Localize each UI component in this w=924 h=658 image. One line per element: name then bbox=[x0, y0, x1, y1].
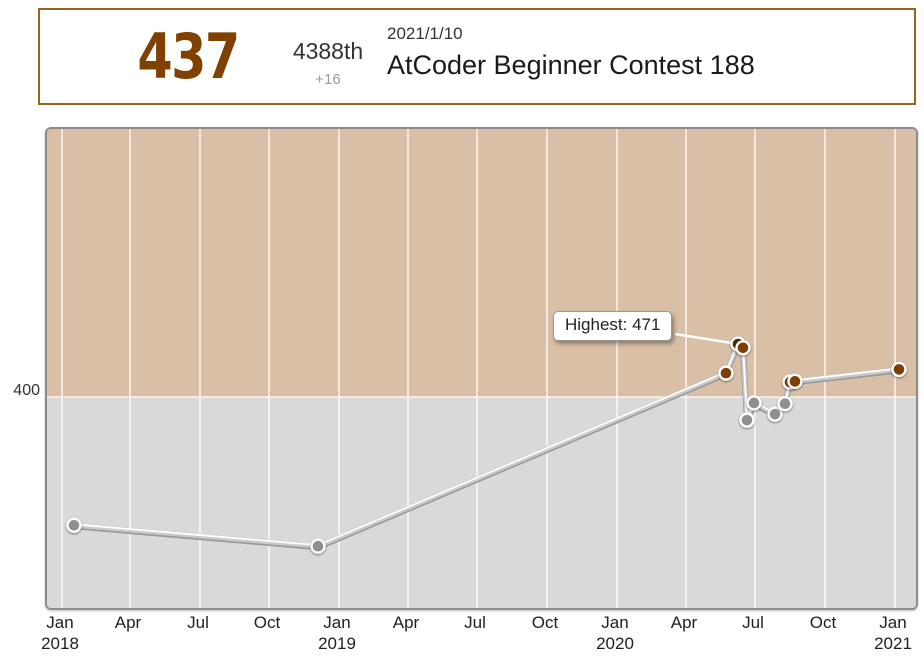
tick-month-label: Jul bbox=[742, 613, 764, 632]
tick-month-label: Oct bbox=[253, 613, 281, 632]
x-axis-tick-jan-2021: Jan 2021 bbox=[853, 612, 924, 654]
contest-block: 2021/1/10 AtCoder Beginner Contest 188 bbox=[387, 24, 755, 81]
tick-month-label: Jan bbox=[323, 613, 351, 632]
contest-name: AtCoder Beginner Contest 188 bbox=[387, 50, 755, 80]
tick-month-label: Apr bbox=[114, 613, 142, 632]
x-axis-tick-jul: Jul bbox=[158, 612, 238, 633]
x-axis-tick-jan-2020: Jan 2020 bbox=[575, 612, 655, 654]
rating-line bbox=[73, 341, 900, 549]
y-axis-tick-400: 400 bbox=[13, 382, 40, 399]
x-axis-tick-apr: Apr bbox=[644, 612, 724, 633]
tick-month-label: Jan bbox=[879, 613, 907, 632]
x-axis-tick-oct: Oct bbox=[227, 612, 307, 633]
rating-point[interactable] bbox=[66, 517, 82, 534]
tick-month-label: Jan bbox=[601, 613, 629, 632]
x-axis-tick-oct: Oct bbox=[505, 612, 585, 633]
x-axis-tick-jul: Jul bbox=[713, 612, 793, 633]
band-brown-zone bbox=[47, 129, 916, 397]
highest-rating-tooltip: Highest: 471 bbox=[553, 311, 673, 341]
tick-month-label: Apr bbox=[670, 613, 698, 632]
rating-point[interactable] bbox=[735, 340, 751, 356]
tick-year-label: 2020 bbox=[596, 634, 634, 653]
rank-block: 4388th +16 bbox=[278, 38, 378, 88]
tick-year-label: 2018 bbox=[41, 634, 79, 653]
rating-point[interactable] bbox=[891, 361, 907, 378]
rating-change: +16 bbox=[315, 71, 341, 88]
tick-year-label: 2021 bbox=[874, 634, 912, 653]
tooltip-connector-line bbox=[674, 332, 739, 346]
highest-rating-text: Highest: 471 bbox=[565, 315, 661, 334]
x-axis-tick-jan-2018: Jan 2018 bbox=[20, 612, 100, 654]
rating-point[interactable] bbox=[718, 365, 734, 381]
rating-point[interactable] bbox=[777, 396, 793, 412]
x-axis-labels: Jan 2018 Apr Jul Oct Jan 2019 Apr Jul Oct Jan 2020 A… bbox=[0, 612, 924, 658]
tick-month-label: Jul bbox=[187, 613, 209, 632]
current-rating-value: 437 bbox=[137, 20, 240, 93]
x-axis-tick-apr: Apr bbox=[88, 612, 168, 633]
rating-point[interactable] bbox=[767, 406, 783, 422]
rating-point[interactable] bbox=[739, 412, 755, 428]
tick-year-label: 2019 bbox=[318, 634, 356, 653]
tick-month-label: Oct bbox=[531, 613, 559, 632]
tick-month-label: Jan bbox=[46, 613, 74, 632]
x-axis-tick-jan-2019: Jan 2019 bbox=[297, 612, 377, 654]
rating-summary-card: 437 4388th +16 2021/1/10 AtCoder Beginne… bbox=[38, 8, 916, 105]
rating-point[interactable] bbox=[746, 395, 762, 411]
x-axis-tick-oct: Oct bbox=[783, 612, 863, 633]
x-axis-tick-jul: Jul bbox=[435, 612, 515, 633]
tick-month-label: Oct bbox=[809, 613, 837, 632]
rating-point[interactable] bbox=[787, 373, 803, 390]
contest-rank: 4388th bbox=[292, 38, 364, 64]
rating-line-highlight bbox=[73, 342, 900, 547]
x-axis-tick-apr: Apr bbox=[366, 612, 446, 633]
contest-date: 2021/1/10 bbox=[387, 24, 463, 43]
tick-month-label: Apr bbox=[392, 613, 420, 632]
tick-month-label: Jul bbox=[464, 613, 486, 632]
rating-chart-svg[interactable] bbox=[47, 129, 916, 608]
rating-line-shadow bbox=[73, 342, 900, 551]
rating-point[interactable] bbox=[310, 538, 326, 554]
band-gray-zone bbox=[47, 397, 916, 608]
rating-chart[interactable]: Highest: 471 bbox=[45, 127, 918, 610]
